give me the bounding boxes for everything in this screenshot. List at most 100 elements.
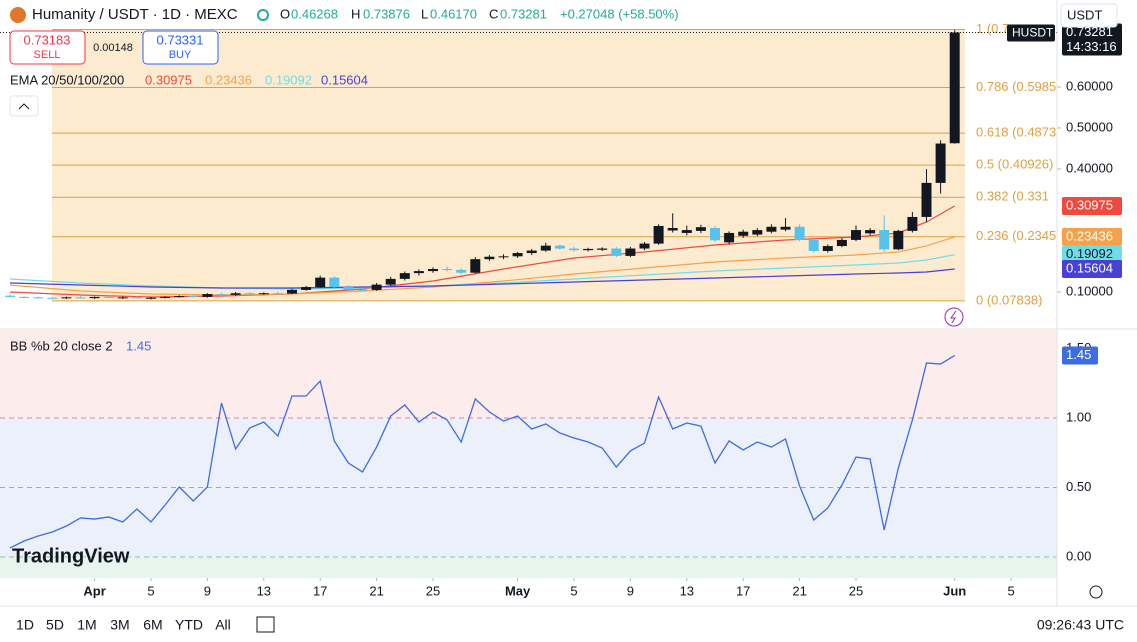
candle-body xyxy=(371,284,382,290)
x-tick-label: 21 xyxy=(369,583,383,598)
candle-body xyxy=(230,293,241,295)
logo: TradingView xyxy=(12,545,130,567)
ohlc-value: 0.73281 xyxy=(500,6,547,21)
current-price-badge xyxy=(1062,23,1122,56)
currency-select[interactable] xyxy=(1060,3,1118,28)
buy-label[interactable]: BUY xyxy=(169,49,192,61)
candle-body xyxy=(272,293,283,295)
value-badge xyxy=(1062,346,1098,365)
candle-body xyxy=(484,256,495,260)
collapse-icon[interactable] xyxy=(18,103,30,110)
candle-body xyxy=(216,294,227,296)
range-button[interactable]: 6M xyxy=(143,617,162,633)
fib-label: 0.5 (0.40926) xyxy=(976,157,1053,172)
indicator-title: BB %b 20 close 2 xyxy=(10,338,113,353)
sell-button[interactable] xyxy=(9,30,86,65)
candle-body xyxy=(117,297,128,299)
candle-body xyxy=(498,256,509,258)
candle-body xyxy=(554,245,565,249)
range-button[interactable]: 1D xyxy=(16,617,34,633)
indicator-value: 1.45 xyxy=(126,338,151,353)
buy-price[interactable]: 0.73331 xyxy=(157,32,204,47)
range-button[interactable]: YTD xyxy=(175,617,203,633)
x-tick-label: Apr xyxy=(83,583,105,598)
x-tick-label: May xyxy=(505,583,531,598)
sell-price[interactable]: 0.73183 xyxy=(24,32,71,47)
candle-body xyxy=(583,248,594,251)
candle-body xyxy=(315,277,326,288)
candle-body xyxy=(442,269,453,271)
event-bolt xyxy=(950,310,957,324)
tag-badge xyxy=(1007,24,1055,42)
price-badge xyxy=(1062,227,1122,246)
candle-body xyxy=(19,296,30,298)
x-tick-label: Jun xyxy=(943,583,966,598)
fib-label: 0.786 (0.5985 xyxy=(976,79,1056,94)
candle-body xyxy=(61,297,72,299)
candle-body xyxy=(893,230,904,250)
date-range-icon[interactable] xyxy=(256,616,275,633)
candle-body xyxy=(794,226,805,240)
currency[interactable]: USDT xyxy=(1067,7,1102,22)
price-badge-label: 0.19092 xyxy=(1066,246,1113,261)
collapse-button[interactable] xyxy=(9,95,39,117)
range-button[interactable]: 3M xyxy=(110,617,129,633)
ohlc-value: 0.46170 xyxy=(430,6,477,21)
candle-body xyxy=(202,294,213,297)
buy-button[interactable] xyxy=(142,30,219,65)
range-button[interactable]: 5D xyxy=(46,617,64,633)
candle-body xyxy=(428,269,438,272)
range-button[interactable]: All xyxy=(215,617,231,633)
candle-body xyxy=(47,297,58,299)
candle-body xyxy=(851,230,861,240)
symbol-title: Humanity / USDT · 1D · MEXC xyxy=(32,6,238,23)
fib-label: 1 (0.7 xyxy=(976,21,1009,36)
price-badge xyxy=(1062,245,1122,264)
candle-body xyxy=(160,296,171,298)
value-badge-label: 1.45 xyxy=(1066,347,1091,362)
candle-body xyxy=(5,295,15,297)
settings-icon[interactable] xyxy=(1089,585,1103,599)
fib-label: 0 (0.07838) xyxy=(976,292,1043,307)
x-tick-label: 21 xyxy=(792,583,806,598)
indicator-pane xyxy=(0,330,1057,578)
ema-legend-value: 0.15604 xyxy=(321,72,368,87)
candle-body xyxy=(526,250,537,254)
event-icon[interactable] xyxy=(944,307,964,327)
candle-body xyxy=(738,231,749,236)
x-tick-label: 13 xyxy=(680,583,694,598)
candle-body xyxy=(174,296,185,298)
ema-legend-value: 0.30975 xyxy=(145,72,192,87)
candle-body xyxy=(921,182,932,217)
tag-label: HUSDT xyxy=(1012,26,1054,40)
y-tick-label: 0.50000 xyxy=(1066,119,1113,134)
x-tick-label: 17 xyxy=(736,583,750,598)
candle-body xyxy=(667,228,678,231)
y-tick-label: 0.60000 xyxy=(1066,78,1113,93)
x-tick-label: 5 xyxy=(1007,583,1014,598)
candle-body xyxy=(540,245,551,251)
candle-body xyxy=(808,239,819,251)
candle-body xyxy=(470,259,481,273)
candle-body xyxy=(146,297,156,299)
candle-body xyxy=(681,230,692,233)
sell-label[interactable]: SELL xyxy=(34,49,61,61)
x-tick-label: 9 xyxy=(204,583,211,598)
fib-label: 0.382 (0.331 xyxy=(976,189,1049,204)
ema-line xyxy=(9,268,955,289)
candle-body xyxy=(512,253,523,257)
ohlc-label: C xyxy=(489,6,498,21)
ohlc-label: O xyxy=(280,6,290,21)
candle-body xyxy=(385,278,396,285)
candle-body xyxy=(343,287,354,290)
fib-label: 0.618 (0.4873 xyxy=(976,125,1056,140)
candle-body xyxy=(949,32,960,144)
candle-body xyxy=(399,273,410,279)
candle-body xyxy=(766,226,777,232)
candle-body xyxy=(625,248,636,256)
y-tick-label: 0.10000 xyxy=(1066,283,1113,298)
range-button[interactable]: 1M xyxy=(77,617,96,633)
candle-body xyxy=(724,232,735,243)
candle-body xyxy=(89,296,100,299)
y-tick-label: 0.40000 xyxy=(1066,160,1113,175)
